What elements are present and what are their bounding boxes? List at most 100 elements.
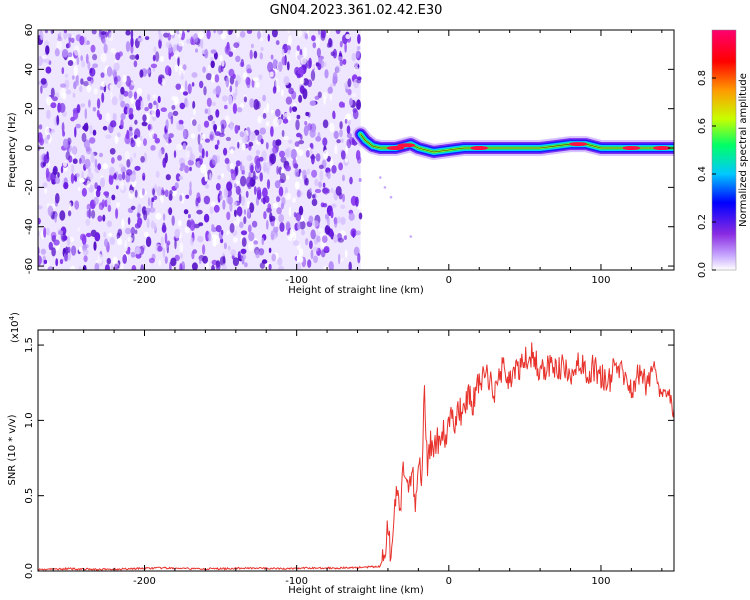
- noise-speck: [164, 232, 168, 244]
- noise-speck: [305, 238, 309, 246]
- noise-speck: [153, 222, 157, 231]
- noise-speck: [279, 150, 285, 158]
- noise-speck: [197, 31, 204, 40]
- noise-speck: [252, 77, 259, 82]
- noise-speck: [211, 101, 216, 107]
- noise-speck: [294, 181, 300, 190]
- noise-speck: [270, 54, 274, 60]
- noise-speck: [330, 187, 334, 194]
- noise-speck: [197, 235, 204, 243]
- noise-speck: [309, 129, 316, 138]
- noise-speck: [161, 187, 165, 196]
- noise-speck: [339, 40, 343, 48]
- noise-speck: [330, 203, 337, 208]
- noise-speck: [195, 197, 199, 207]
- noise-speck: [259, 156, 264, 162]
- noise-speck: [355, 50, 360, 59]
- noise-speck: [249, 49, 253, 60]
- noise-speck: [204, 171, 208, 182]
- noise-speck: [224, 44, 231, 55]
- noise-speck: [184, 80, 188, 91]
- noise-speck: [317, 63, 322, 71]
- noise-speck: [115, 208, 119, 219]
- noise-speck: [162, 247, 166, 259]
- noise-speck: [262, 112, 267, 119]
- stray-point: [379, 176, 382, 179]
- noise-speck: [312, 194, 315, 199]
- noise-speck: [309, 100, 316, 106]
- noise-speck: [234, 124, 239, 134]
- noise-speck: [277, 61, 283, 72]
- noise-speck: [278, 265, 285, 270]
- noise-speck: [345, 33, 351, 40]
- snr-panel: -200 -100 0 100 0.0 0.5 1.0 1.5 Height of stra…: [7, 312, 675, 596]
- noise-speck: [272, 202, 279, 209]
- noise-speck: [250, 164, 254, 174]
- noise-speck: [127, 236, 133, 242]
- noise-speck: [220, 238, 224, 244]
- noise-speck: [136, 87, 143, 95]
- noise-speck: [124, 135, 131, 145]
- x-tick-label: 100: [591, 275, 610, 286]
- noise-speck: [267, 203, 272, 211]
- noise-speck: [211, 154, 218, 166]
- noise-speck: [56, 115, 60, 126]
- noise-speck: [102, 163, 108, 170]
- noise-speck: [71, 75, 75, 80]
- noise-speck: [265, 142, 269, 150]
- noise-speck: [187, 214, 191, 219]
- noise-speck: [283, 135, 290, 141]
- noise-speck: [126, 169, 133, 176]
- noise-speck: [152, 67, 156, 72]
- noise-speck: [54, 176, 61, 184]
- noise-speck: [168, 207, 173, 216]
- noise-speck: [133, 152, 137, 158]
- noise-speck: [353, 62, 359, 67]
- noise-speck: [259, 52, 263, 60]
- noise-speck: [236, 215, 240, 226]
- noise-speck: [249, 202, 255, 213]
- noise-speck: [86, 146, 92, 155]
- noise-speck: [209, 206, 214, 214]
- noise-speck: [177, 124, 185, 131]
- noise-speck: [322, 203, 328, 208]
- noise-speck: [130, 226, 136, 236]
- noise-speck: [157, 76, 163, 85]
- noise-speck: [174, 182, 179, 189]
- noise-speck: [248, 231, 255, 242]
- noise-speck: [224, 157, 230, 164]
- noise-speck: [57, 102, 62, 113]
- noise-speck: [165, 41, 172, 49]
- noise-speck: [203, 86, 207, 96]
- noise-speck: [268, 263, 272, 270]
- noise-speck: [110, 47, 116, 54]
- noise-speck: [121, 218, 125, 229]
- noise-speck: [102, 125, 108, 131]
- noise-speck: [151, 220, 155, 229]
- noise-speck: [198, 143, 203, 153]
- noise-speck: [179, 194, 183, 202]
- noise-speck: [60, 83, 67, 88]
- noise-speck: [305, 33, 308, 40]
- noise-speck: [352, 92, 357, 98]
- noise-speck: [306, 60, 312, 69]
- noise-speck: [240, 161, 243, 172]
- noise-speck: [122, 171, 126, 181]
- noise-speck: [150, 63, 158, 69]
- noise-speck: [135, 99, 141, 109]
- noise-speck: [155, 170, 160, 178]
- noise-speck: [233, 220, 238, 226]
- noise-speck: [189, 166, 192, 172]
- noise-speck: [206, 97, 212, 108]
- noise-speck: [178, 41, 185, 47]
- snr-y-ticks: 0.0 0.5 1.0 1.5: [24, 337, 674, 579]
- noise-speck: [48, 241, 53, 251]
- noise-speck: [199, 80, 204, 89]
- noise-speck: [270, 230, 275, 241]
- noise-speck: [309, 240, 313, 249]
- noise-speck: [126, 159, 131, 168]
- noise-speck: [343, 235, 347, 241]
- noise-speck: [213, 30, 216, 34]
- noise-speck: [340, 204, 346, 209]
- y-tick-label: 20: [24, 102, 35, 115]
